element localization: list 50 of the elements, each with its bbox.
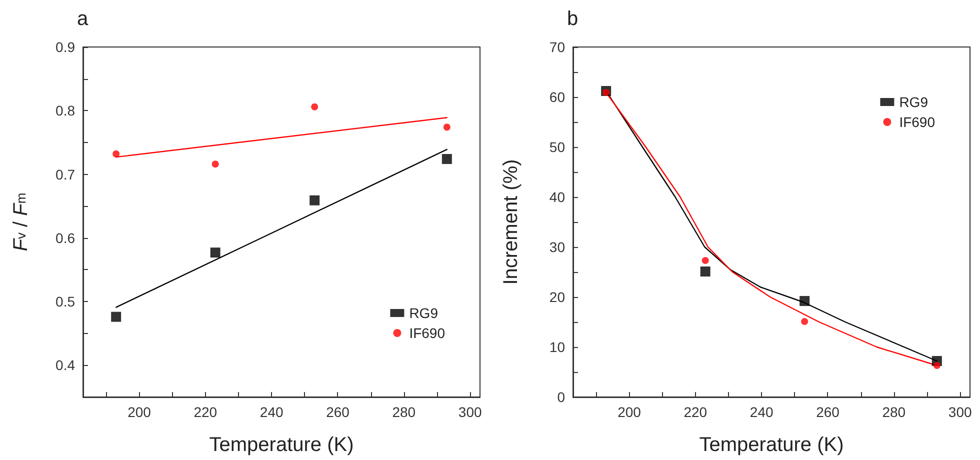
y-tick-label: 40 [549,189,566,205]
point [933,362,940,369]
x-tick-label: 200 [618,404,642,420]
point [311,103,318,110]
y-tick-label: 70 [549,39,566,55]
x-tick-label: 300 [948,404,972,420]
y-axis-title: Fv / Fm [10,192,32,252]
y-axis-title: Increment (%) [500,159,522,285]
x-tick-label: 240 [260,404,284,420]
x-tick-label: 300 [458,404,482,420]
x-tick-label: 280 [392,404,416,420]
y-tick-label: 50 [549,139,566,155]
x-tick-label: 220 [684,404,708,420]
x-tick-label: 260 [326,404,350,420]
point [443,124,450,131]
point [700,266,710,276]
legend-label: RG9 [899,94,928,110]
y-tick-label: 10 [549,339,566,355]
x-tick-label: 200 [128,404,152,420]
point [210,248,220,258]
chart-title: b [567,8,578,30]
point [801,318,808,325]
y-tick-label: 0.4 [56,357,76,374]
legend-label: IF690 [899,114,936,130]
x-axis-title: Temperature (K) [209,434,354,456]
x-tick-label: 280 [882,404,906,420]
y-tick-label: 60 [549,89,566,105]
x-tick-label: 260 [816,404,840,420]
x-tick-label: 240 [750,404,774,420]
y-tick-label: 0.5 [56,294,76,310]
y-tick-label: 30 [549,239,566,255]
y-tick-label: 0.7 [56,166,76,182]
legend-label: RG9 [409,305,438,321]
y-tick-label: 0.6 [56,230,76,246]
y-tick-label: 0.8 [56,102,76,119]
point [310,195,320,206]
point [212,160,219,168]
chart-title: a [77,8,89,30]
point [111,312,122,322]
y-tick-label: 0.9 [56,39,76,55]
point [702,257,709,264]
point [112,150,120,158]
y-tick-label: 20 [549,289,566,305]
legend-label: IF690 [409,325,446,341]
point [800,296,810,306]
point [442,154,452,164]
x-axis-title: Temperature (K) [699,434,844,456]
y-tick-label: 0 [557,389,566,405]
x-tick-label: 220 [194,404,218,420]
point [602,89,610,96]
